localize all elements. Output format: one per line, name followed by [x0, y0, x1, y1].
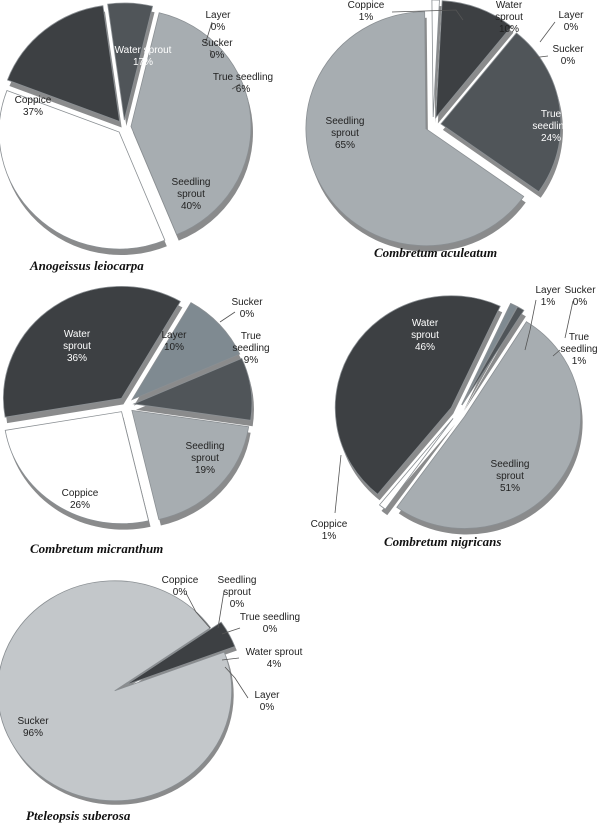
- data-label-water-sprout: Water sprout 46%: [411, 318, 439, 353]
- leader-line: [391, 9, 464, 21]
- slice-layer: [461, 302, 518, 406]
- slice-water-sprout: [125, 621, 236, 686]
- chart-title: Combretum micranthum: [30, 541, 163, 556]
- data-label-coppice: Coppice 1%: [311, 519, 348, 542]
- leader-line: [224, 666, 249, 699]
- data-label-coppice: Coppice 37%: [15, 95, 52, 118]
- slice-coppice: [378, 418, 454, 510]
- data-label-true-seedling: True seedling 0%: [240, 612, 300, 635]
- chart-title: Combretum aculeatum: [374, 245, 497, 260]
- slice-true-seedling: [461, 306, 525, 406]
- data-label-sucker: Sucker 0%: [564, 285, 596, 308]
- leader-line: [217, 590, 225, 629]
- slice-true-seedling: [440, 32, 562, 193]
- slice-sucker: [0, 580, 233, 802]
- data-label-true-seedling: True seedling 9%: [232, 331, 269, 366]
- slice-coppice: [4, 411, 150, 525]
- leader-line: [539, 21, 556, 43]
- data-label-sucker: Sucker 0%: [201, 38, 233, 61]
- leader-line: [185, 592, 211, 629]
- data-label-sucker: Sucker 0%: [231, 297, 263, 320]
- leader-line: [524, 299, 537, 351]
- slice-seedling-sprout: [305, 11, 525, 247]
- slice-true-seedling: [132, 357, 253, 421]
- slice-coppice: [431, 0, 440, 118]
- leader-line: [209, 49, 214, 58]
- pie-chart-combretum-micranthum: Sucker 0% Layer 10% True seedling 9% Seedling sp…: [3, 286, 270, 556]
- data-label-true-seedling: True seedling 6%: [213, 72, 273, 95]
- leader-line: [552, 349, 561, 357]
- slice-seedling-sprout: [396, 321, 582, 529]
- data-label-sucker: Sucker 0%: [552, 44, 584, 67]
- data-label-true-seedling: True seedling 24%: [532, 109, 569, 144]
- slice-coppice: [0, 89, 166, 250]
- data-label-layer: Layer 0%: [205, 10, 231, 33]
- slice-true-seedling: [107, 2, 154, 121]
- data-label-seedling-sprout: Seedling sprout 0%: [218, 575, 257, 610]
- slice-water-sprout: [435, 0, 512, 119]
- leader-line: [334, 454, 342, 514]
- slice-water-sprout: [3, 286, 181, 418]
- leader-line: [204, 21, 213, 45]
- slice-shadow-true-seedling: [464, 312, 526, 412]
- slice-layer: [130, 302, 241, 401]
- chart-title: Pteleopsis suberosa: [26, 808, 131, 823]
- data-label-coppice: Coppice 26%: [62, 488, 99, 511]
- leader-line: [231, 83, 241, 90]
- leader-line: [564, 300, 574, 339]
- leader-line: [221, 627, 241, 635]
- data-label-seedling-sprout: Seedling sprout 19%: [186, 441, 225, 476]
- data-label-seedling-sprout: Seedling sprout 51%: [491, 459, 530, 494]
- pie-chart-pteleopsis-suberosa: Coppice 0% Seedling sprout 0%True seedling 0%…: [0, 575, 303, 823]
- slice-shadow-coppice: [381, 424, 456, 516]
- leader-line: [219, 311, 236, 323]
- data-label-layer: Layer 0%: [254, 690, 280, 713]
- data-label-water-sprout: Water sprout 4%: [246, 647, 303, 670]
- data-label-seedling-sprout: Seedling sprout 40%: [172, 177, 211, 212]
- data-label-seedling-sprout: Seedling sprout 65%: [326, 116, 365, 151]
- pie-chart-combretum-aculeatum: Water sprout 10% Layer 0% Sucker 0% True seedlin…: [305, 0, 584, 260]
- data-label-sucker: Sucker 96%: [17, 716, 49, 739]
- data-label-coppice: Coppice 1%: [348, 0, 385, 23]
- pie-chart-anogeissus-leiocarpa: Layer 0% Sucker 0% True seedling 6% Seedling sp…: [0, 2, 273, 273]
- pie-chart-combretum-nigricans: Layer 1%Sucker 0% True seedling 1% Seedling spr…: [311, 285, 598, 549]
- leader-line: [221, 657, 240, 661]
- chart-title: Anogeissus leiocarpa: [29, 258, 144, 273]
- data-label-layer: Layer 0%: [558, 10, 584, 33]
- slice-seedling-sprout: [131, 409, 250, 520]
- data-label-water-sprout: Water sprout 17%: [115, 45, 172, 68]
- data-label-layer: Layer 1%: [535, 285, 561, 308]
- data-label-true-seedling: True seedling 1%: [560, 332, 597, 367]
- data-label-water-sprout: Water sprout 36%: [63, 329, 91, 364]
- data-label-layer: Layer 10%: [161, 330, 187, 353]
- slice-water-sprout: [334, 295, 501, 495]
- leader-line: [531, 55, 549, 59]
- data-label-coppice: Coppice 0%: [162, 575, 199, 598]
- slice-seedling-sprout: [130, 12, 252, 236]
- chart-title: Combretum nigricans: [384, 534, 501, 549]
- data-label-water-sprout: Water sprout 10%: [495, 0, 523, 35]
- slice-water-sprout: [6, 5, 121, 123]
